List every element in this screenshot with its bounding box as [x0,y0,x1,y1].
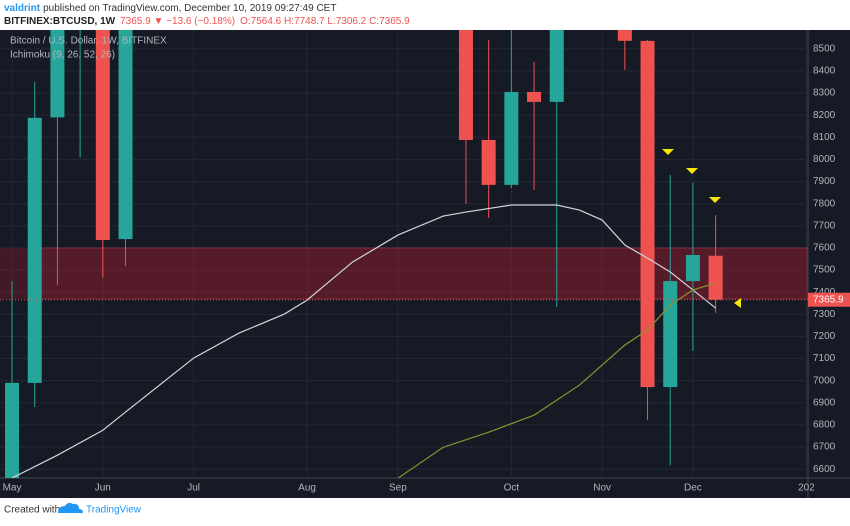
x-tick-label: Jul [187,483,200,494]
candle-body [95,30,110,240]
y-tick-label: 6600 [813,464,836,475]
marks [0,30,808,478]
indicator-line [11,204,716,478]
symbol: BITFINEX:BTCUSD, 1W [4,16,116,27]
header: valdrint published on TradingView.com, De… [4,3,336,14]
time-axis-bg [0,478,808,498]
logo [58,502,83,513]
candle-body [663,281,678,388]
y-tick-label: 6700 [813,442,836,453]
x-tick-label: 202 [798,483,815,494]
candle-body [617,30,632,41]
candle-body [118,30,133,240]
x-tick-label: Sep [389,483,407,494]
y-tick-label: 7000 [813,375,836,386]
candle-body [640,40,655,388]
x-tick-label: May [3,483,22,494]
y-tick-label: 7400 [813,287,836,298]
publisher: valdrint [4,3,41,14]
published: published on TradingView.com, December 1… [43,3,336,14]
candle-body [504,91,519,185]
y-tick-label: 8200 [813,110,836,121]
y-tick-label: 6900 [813,397,836,408]
marker [709,197,721,203]
footer-created: Created with [4,505,60,516]
footer-bg [0,498,850,521]
price-axis-bg [808,30,850,498]
last-price-label: 7365.9 [813,294,844,305]
indicator-line [397,282,716,478]
y-tick-label: 7900 [813,176,836,187]
candle-body [458,30,473,140]
y-tick-label: 7700 [813,220,836,231]
y-tick-label: 8500 [813,43,836,54]
y-tick-label: 7800 [813,198,836,209]
y-tick-label: 7200 [813,331,836,342]
last-price-tag [808,292,850,307]
zone-highlight [35,247,808,300]
candle-body [685,254,700,282]
candle-body [481,139,496,185]
y-tick-label: 8000 [813,154,836,165]
footer-brand: TradingView [86,505,142,516]
x-tick-label: Nov [593,483,611,494]
y-tick-label: 6800 [813,420,836,431]
ohlc: O:7564.6 H:7748.7 L:7306.2 C:7365.9 [240,16,410,27]
candle-body [549,30,564,102]
marker [686,168,698,174]
y-tick-label: 7300 [813,309,836,320]
plot-bg [0,30,808,478]
y-tick-label: 7100 [813,353,836,364]
y-tick-label: 7500 [813,265,836,276]
marker [662,149,674,155]
y-tick-label: 7600 [813,243,836,254]
header-bg [0,0,850,30]
change: 7365.9 ▼ −13.6 (−0.18%) [120,16,235,27]
legend-main: Bitcoin / U.S. Dollar, 1W, BITFINEX [10,36,167,47]
candle-body [5,382,20,478]
y-tick-label: 8300 [813,88,836,99]
x-tick-label: Dec [684,483,702,494]
y-tick-label: 8100 [813,132,836,143]
symbol-line: BITFINEX:BTCUSD, 1W 7365.9 ▼ −13.6 (−0.18… [4,16,410,27]
marker [734,298,741,308]
x-tick-label: Oct [504,483,520,494]
candle-body [527,91,542,102]
candle-body [708,255,723,300]
axes: 6600 6700 6800 6900 7000 7100 7200 7300 7400 7500… [3,43,850,494]
x-tick-label: Jun [95,483,111,494]
x-tick-label: Aug [298,483,316,494]
candle-body [50,30,65,118]
legend-indicator: Ichimoku (9, 26, 52, 26) [10,50,115,61]
y-tick-label: 8400 [813,66,836,77]
candle-body [27,117,42,383]
